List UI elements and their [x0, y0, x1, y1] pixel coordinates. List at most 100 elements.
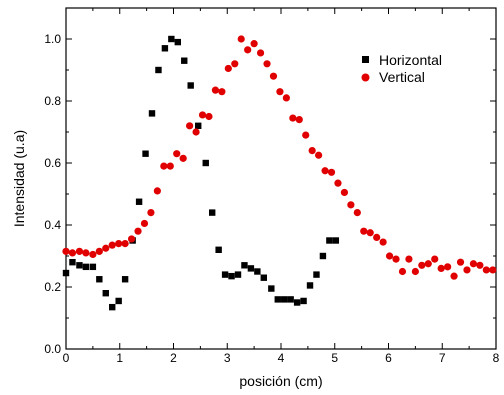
- data-point-vertical: [282, 94, 290, 102]
- data-point-vertical: [347, 201, 355, 209]
- x-tick-label: 2: [170, 351, 177, 365]
- data-point-vertical: [424, 260, 432, 268]
- data-point-vertical: [147, 209, 155, 217]
- data-point-horizontal: [202, 159, 209, 167]
- data-point-vertical: [302, 131, 310, 139]
- data-point-horizontal: [76, 262, 83, 269]
- data-point-vertical: [108, 241, 116, 249]
- legend-marker-horizontal: [362, 56, 369, 63]
- y-tick-label: 0.0: [44, 342, 61, 356]
- x-axis-label: posición (cm): [239, 373, 322, 389]
- data-point-vertical: [405, 255, 413, 263]
- data-point-horizontal: [142, 150, 149, 157]
- data-point-horizontal: [161, 45, 169, 52]
- legend-marker-vertical: [361, 73, 370, 82]
- data-point-vertical: [340, 188, 349, 197]
- data-point-horizontal: [234, 271, 242, 278]
- data-point-vertical: [334, 179, 342, 187]
- data-point-horizontal: [281, 296, 288, 303]
- x-tick-label: 8: [493, 351, 500, 365]
- data-point-vertical: [211, 86, 220, 94]
- series-horizontal: [62, 35, 340, 311]
- data-point-horizontal: [209, 209, 216, 216]
- data-point-horizontal: [274, 296, 281, 303]
- data-point-horizontal: [96, 276, 103, 283]
- data-point-vertical: [237, 35, 245, 43]
- x-tick-label: 7: [439, 351, 446, 365]
- data-point-horizontal: [287, 296, 294, 303]
- data-point-vertical: [456, 258, 465, 266]
- data-point-vertical: [121, 240, 129, 248]
- x-tick-label: 0: [63, 351, 70, 365]
- data-point-vertical: [276, 88, 284, 96]
- data-point-vertical: [115, 240, 123, 248]
- data-point-vertical: [160, 162, 168, 170]
- data-point-horizontal: [135, 198, 143, 205]
- data-point-horizontal: [155, 66, 162, 74]
- data-point-vertical: [198, 111, 207, 119]
- data-point-horizontal: [115, 297, 122, 305]
- data-point-vertical: [62, 247, 70, 255]
- series-vertical: [62, 35, 497, 280]
- data-point-horizontal: [313, 271, 320, 278]
- data-point-vertical: [186, 122, 194, 130]
- data-point-horizontal: [82, 263, 90, 271]
- x-tick-label: 1: [116, 351, 123, 365]
- data-point-vertical: [379, 238, 387, 246]
- axis-ticks: [65, 7, 497, 350]
- data-point-horizontal: [306, 282, 314, 289]
- data-point-horizontal: [319, 252, 327, 260]
- x-tick-label: 6: [385, 351, 392, 365]
- data-point-vertical: [256, 49, 265, 57]
- data-point-vertical: [231, 60, 239, 68]
- x-tick-label: 3: [224, 351, 231, 365]
- data-point-vertical: [263, 60, 271, 68]
- data-point-horizontal: [326, 237, 333, 244]
- data-point-vertical: [476, 261, 484, 269]
- data-point-vertical: [95, 247, 103, 255]
- data-point-horizontal: [260, 274, 267, 281]
- legend: Horizontal Vertical: [361, 52, 442, 85]
- data-point-vertical: [269, 72, 278, 80]
- data-point-vertical: [385, 252, 394, 260]
- data-point-vertical: [360, 227, 368, 235]
- axis-tick-labels: 0 1 2 3 4 5 6 7 8 0.0 0.2 0.4 0.6 0.8 1.0: [44, 32, 499, 365]
- x-tick-label: 4: [278, 351, 285, 365]
- data-point-vertical: [140, 219, 149, 228]
- data-point-vertical: [411, 267, 419, 276]
- data-point-horizontal: [268, 285, 275, 292]
- data-point-vertical: [179, 154, 187, 162]
- y-tick-label: 1.0: [44, 32, 61, 46]
- data-point-vertical: [315, 151, 323, 159]
- data-point-vertical: [166, 162, 174, 170]
- data-point-vertical: [366, 229, 374, 237]
- data-point-horizontal: [174, 38, 181, 46]
- data-point-horizontal: [241, 262, 248, 269]
- data-point-horizontal: [102, 290, 109, 297]
- data-point-vertical: [321, 167, 329, 175]
- data-point-vertical: [469, 260, 478, 268]
- data-point-vertical: [392, 255, 400, 263]
- y-tick-label: 0.6: [44, 156, 61, 170]
- data-point-horizontal: [181, 57, 188, 64]
- y-tick-label: 0.8: [44, 94, 61, 108]
- data-point-horizontal: [62, 269, 70, 277]
- data-point-vertical: [450, 272, 458, 280]
- data-point-vertical: [437, 264, 445, 272]
- data-point-vertical: [89, 250, 97, 259]
- data-point-vertical: [431, 255, 439, 263]
- data-point-horizontal: [195, 122, 202, 129]
- data-point-horizontal: [215, 246, 222, 253]
- data-point-vertical: [244, 46, 252, 54]
- data-point-vertical: [398, 267, 407, 276]
- data-point-vertical: [75, 247, 84, 255]
- data-point-vertical: [68, 249, 77, 257]
- data-point-vertical: [102, 244, 110, 252]
- data-point-horizontal: [69, 259, 76, 266]
- data-point-vertical: [127, 235, 136, 243]
- data-point-horizontal: [300, 297, 307, 305]
- data-point-vertical: [153, 187, 161, 195]
- data-point-horizontal: [221, 271, 229, 278]
- data-point-horizontal: [168, 35, 175, 43]
